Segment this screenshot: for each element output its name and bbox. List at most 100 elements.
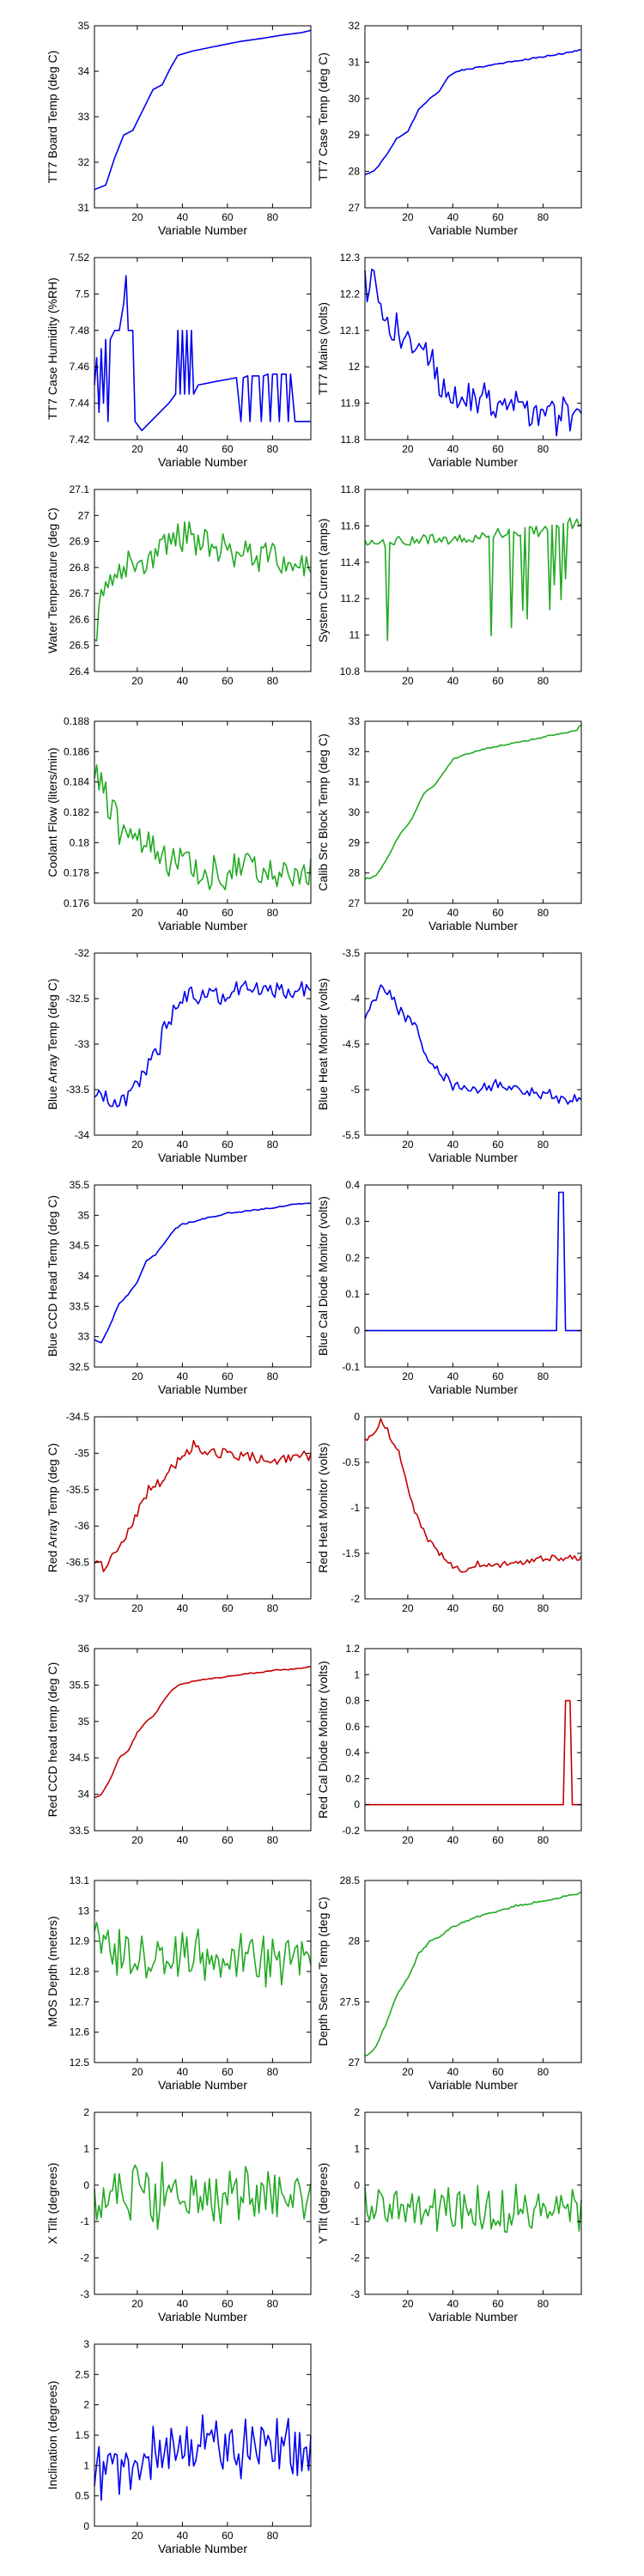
y-axis-label: TT7 Case Humidity (%RH) xyxy=(46,277,59,420)
y-tick-label: 1 xyxy=(83,2142,89,2154)
y-tick-label: -37 xyxy=(75,1593,90,1605)
series-line-11 xyxy=(94,1202,311,1344)
y-axis-label: Red Cal Diode Monitor (volts) xyxy=(316,1661,330,1819)
x-tick-label: 20 xyxy=(131,2530,143,2542)
y-tick-label: 27.5 xyxy=(340,1996,361,2008)
y-tick-label: 13 xyxy=(78,1905,90,1917)
x-tick-label: 80 xyxy=(267,2066,279,2078)
y-tick-label: 7.42 xyxy=(70,434,90,446)
y-axis-label: Depth Sensor Temp (deg C) xyxy=(316,1897,330,2046)
x-tick-label: 80 xyxy=(267,2298,279,2310)
chart-11: 20 40 60 80 32.5 33 33.5 34 34.5 35 35.5 Variable N… xyxy=(46,1179,312,1396)
plot-frame xyxy=(364,1416,582,1600)
x-tick-label: 20 xyxy=(402,1602,414,1614)
y-tick-label: 33 xyxy=(78,1331,90,1343)
chart-16: 20 40 60 80 -0.2 0 0.2 0.4 0.6 0.8 1 1.2 Red Cal Dio… xyxy=(316,1643,582,1846)
x-tick-label: 20 xyxy=(402,907,414,919)
plot-frame xyxy=(94,489,312,672)
x-tick-label: 40 xyxy=(177,1602,189,1614)
y-tick-label: 0.182 xyxy=(64,806,89,818)
x-axis-label: Variable Number xyxy=(158,1151,247,1164)
x-tick-label: 40 xyxy=(447,2298,459,2310)
x-axis-label: Variable Number xyxy=(158,1382,247,1396)
chart-3: 20 40 60 80 7.42 7.44 7.46 7.48 7.5 7.52 Variable … xyxy=(46,252,312,469)
x-tick-label: 20 xyxy=(131,675,143,687)
y-tick-label: -36.5 xyxy=(66,1557,90,1569)
series-line-7 xyxy=(94,764,312,890)
y-tick-label: 0 xyxy=(83,2179,89,2191)
x-tick-label: 40 xyxy=(177,675,189,687)
y-axis-label: System Current (amps) xyxy=(316,519,330,643)
y-tick-label: 12.6 xyxy=(70,2026,90,2038)
y-tick-label: 11.6 xyxy=(341,519,361,532)
x-tick-label: 80 xyxy=(267,1139,279,1151)
chart-20: 20 40 60 80 -3 -2 -1 0 1 2 Variable Number Y Tilt (… xyxy=(316,2106,582,2324)
y-tick-label: 11 xyxy=(349,629,361,641)
y-tick-label: 1.5 xyxy=(75,2429,89,2441)
y-tick-label: 0.2 xyxy=(345,1772,360,1784)
x-tick-label: 60 xyxy=(492,1834,504,1846)
y-tick-label: 0.178 xyxy=(64,867,89,879)
y-tick-label: 0 xyxy=(354,2179,360,2191)
y-tick-label: 35 xyxy=(78,1716,90,1728)
y-tick-label: 0 xyxy=(354,1799,360,1811)
x-tick-label: 40 xyxy=(447,443,459,455)
y-tick-label: 27.1 xyxy=(70,483,90,495)
x-tick-label: 60 xyxy=(222,1602,234,1614)
y-tick-label: 12.2 xyxy=(340,288,361,300)
y-tick-label: 0.2 xyxy=(345,1252,360,1264)
y-tick-label: -2 xyxy=(350,2252,360,2264)
x-tick-label: 80 xyxy=(538,2298,550,2310)
y-tick-label: -4 xyxy=(350,993,360,1005)
plot-frame xyxy=(94,257,312,440)
y-axis-label: TT7 Case Temp (deg C) xyxy=(316,52,330,181)
x-tick-label: 80 xyxy=(538,2066,550,2078)
chart-8: 20 40 60 80 27 28 29 30 31 32 33 Variable Number Cal… xyxy=(316,715,582,933)
series-line-21 xyxy=(94,2414,312,2501)
chart-13: 20 40 60 80 -37 -36.5 -36 -35.5 -35 -34.5 Red Arra… xyxy=(46,1411,312,1614)
x-tick-label: 20 xyxy=(402,2066,414,2078)
y-tick-label: 12.8 xyxy=(70,1965,90,1978)
y-tick-label: 28 xyxy=(349,867,361,879)
y-axis-label: Blue Heat Monitor (volts) xyxy=(316,978,330,1110)
y-tick-label: 0.18 xyxy=(70,836,90,848)
y-tick-label: 0.186 xyxy=(64,745,89,757)
x-tick-label: 80 xyxy=(267,907,279,919)
y-tick-label: 0.188 xyxy=(64,715,89,727)
y-tick-label: 32.5 xyxy=(70,1361,90,1373)
y-axis-label: Blue Array Temp (deg C) xyxy=(46,978,59,1109)
x-tick-label: 80 xyxy=(267,211,279,223)
x-axis-label: Variable Number xyxy=(428,2310,518,2324)
y-tick-label: 33.5 xyxy=(70,1300,90,1312)
x-tick-label: 40 xyxy=(177,1370,189,1382)
x-axis-label: Variable Number xyxy=(428,223,518,237)
y-tick-label: -1 xyxy=(350,2215,360,2227)
y-tick-label: 11.8 xyxy=(341,483,361,495)
series-line-14 xyxy=(364,1418,582,1573)
x-tick-label: 60 xyxy=(492,675,504,687)
y-tick-label: 0.4 xyxy=(345,1179,360,1191)
x-tick-label: 20 xyxy=(131,1139,143,1151)
y-tick-label: 1 xyxy=(354,1668,360,1680)
series-line-16 xyxy=(365,1699,581,1806)
y-tick-label: 29 xyxy=(349,129,361,141)
y-tick-label: 26.8 xyxy=(70,562,90,574)
x-tick-label: 20 xyxy=(131,2066,143,2078)
x-tick-label: 40 xyxy=(447,675,459,687)
y-axis-label: Red CCD head temp (deg C) xyxy=(46,1662,59,1818)
y-tick-label: 0.6 xyxy=(345,1721,360,1733)
x-tick-label: 60 xyxy=(492,2066,504,2078)
y-tick-label: -1 xyxy=(80,2215,89,2227)
plot-frame xyxy=(364,25,582,209)
chart-15: 20 40 60 80 33.5 34 34.5 35 35.5 36 Red CCD head t… xyxy=(46,1643,312,1846)
x-axis-label: Variable Number xyxy=(428,919,518,933)
chart-21: 20 40 60 80 0 0.5 1 1.5 2 2.5 3 Variable Number Incl… xyxy=(46,2338,312,2555)
series-line-10 xyxy=(364,984,582,1105)
y-tick-label: 2.5 xyxy=(75,2368,89,2380)
series-line-15 xyxy=(94,1666,312,1799)
y-tick-label: -34.5 xyxy=(66,1411,90,1423)
plot-frame xyxy=(364,952,582,1136)
series-line-19 xyxy=(94,2161,312,2230)
plot-frame xyxy=(94,1880,312,2063)
